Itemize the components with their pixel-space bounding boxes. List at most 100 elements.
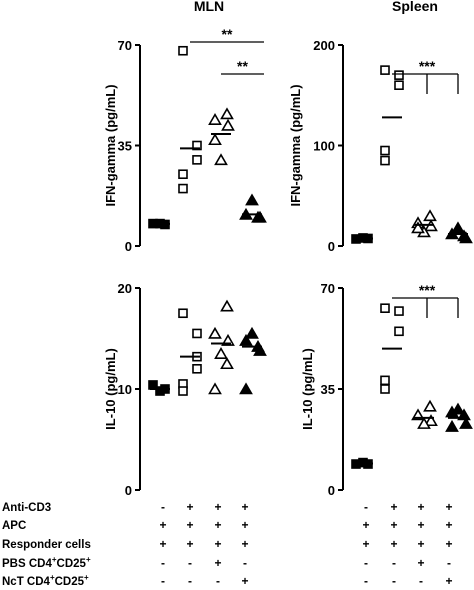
condition-sign: + [362,518,369,532]
data-point-triangle [214,347,228,359]
data-point-triangle [423,209,437,222]
condition-sign: - [364,500,368,514]
panel-spleen-il-10: 0 35 70 IL-10 (pg/mL) *** [300,281,473,498]
data-point-square [394,80,404,90]
data-point-triangle [424,414,438,427]
y-tick-label: 0 [328,483,335,498]
condition-sign: + [214,518,221,532]
column-title-mln: MLN [194,0,224,14]
condition-sign: + [390,537,397,551]
y-axis-label: IL-10 (pg/mL) [300,348,315,430]
condition-sign: + [445,518,452,532]
data-point-square [380,145,390,156]
condition-sign: - [364,556,368,570]
conditions-table: Anti-CD3 - + + + - + + + APC + + + + + + + + Responder cel… [2,500,453,588]
data-point-triangle [445,419,459,432]
data-point-triangle [220,107,234,120]
data-point-triangle [459,231,473,244]
data-point-triangle [417,417,431,429]
condition-sign: - [392,574,396,588]
data-point-square [178,45,188,56]
condition-sign: + [390,518,397,532]
condition-sign: - [216,574,220,588]
condition-sign: + [241,537,248,551]
y-tick-label: 35 [321,382,335,397]
condition-sign: + [241,518,248,532]
y-tick-label: 0 [125,483,132,498]
data-point-triangle [214,153,228,166]
data-point-triangle [411,221,425,234]
condition-sign: - [161,574,165,588]
data-point-square [380,65,390,75]
condition-sign: + [214,500,221,514]
data-point-square [192,140,202,151]
data-point-square [192,363,202,374]
condition-sign: + [241,500,248,514]
condition-sign: + [417,556,424,570]
y-axis-label: IFN-gamma (pg/mL) [288,84,303,206]
y-tick-label: 200 [313,38,335,53]
data-point-square [394,70,404,80]
condition-sign: - [161,556,165,570]
data-point-square [192,328,202,339]
condition-label: NcT CD4+CD25+ [2,573,89,588]
condition-label: Anti-CD3 [2,502,51,514]
data-point-triangle [220,357,234,370]
condition-sign: - [419,574,423,588]
column-title-spleen: Spleen [392,0,438,14]
condition-sign: - [161,500,165,514]
condition-sign: + [159,537,166,551]
data-point-triangle [239,382,253,395]
data-point-square [394,326,404,337]
condition-sign: + [214,556,221,570]
data-point-square [380,155,390,166]
data-point-triangle [245,193,259,206]
condition-sign: + [417,500,424,514]
data-point-square [394,306,404,316]
y-tick-label: 10 [118,382,132,397]
condition-sign: + [159,518,166,532]
condition-label: PBS CD4+CD25+ [2,555,91,570]
significance-label: *** [419,58,436,74]
y-tick-label: 70 [321,281,335,296]
significance-label: *** [419,282,436,298]
y-tick-label: 0 [328,239,335,254]
data-point-square [178,183,188,194]
condition-sign: + [445,537,452,551]
significance-label: ** [222,26,233,42]
condition-sign: - [392,556,396,570]
y-axis-label: IFN-gamma (pg/mL) [103,84,118,206]
condition-sign: + [214,537,221,551]
data-point-triangle [459,417,473,429]
data-point-triangle [253,344,267,356]
condition-sign: + [445,500,452,514]
condition-sign: + [186,537,193,551]
data-point-triangle [221,118,235,131]
data-point-triangle [245,326,259,339]
condition-sign: + [241,574,248,588]
y-tick-label: 100 [313,139,335,154]
condition-sign: + [417,537,424,551]
condition-sign: - [188,574,192,588]
condition-sign: - [364,574,368,588]
data-point-square [178,169,188,180]
significance-label: ** [237,58,248,74]
condition-sign: + [445,574,452,588]
condition-sign: - [243,556,247,570]
y-tick-label: 35 [118,139,132,154]
condition-sign: + [186,518,193,532]
data-point-triangle [451,221,465,234]
y-axis-label: IL-10 (pg/mL) [103,348,118,430]
data-point-triangle [445,405,459,418]
data-point-square [380,375,390,386]
condition-sign: + [417,518,424,532]
data-point-square [178,308,188,319]
condition-sign: + [390,500,397,514]
panel-mln-il-10: 0 10 20 IL-10 (pg/mL) [103,281,267,498]
condition-label: APC [2,520,26,532]
y-tick-label: 20 [118,281,132,296]
data-point-triangle [208,326,222,339]
data-point-square [380,384,390,394]
data-point-triangle [220,299,234,312]
